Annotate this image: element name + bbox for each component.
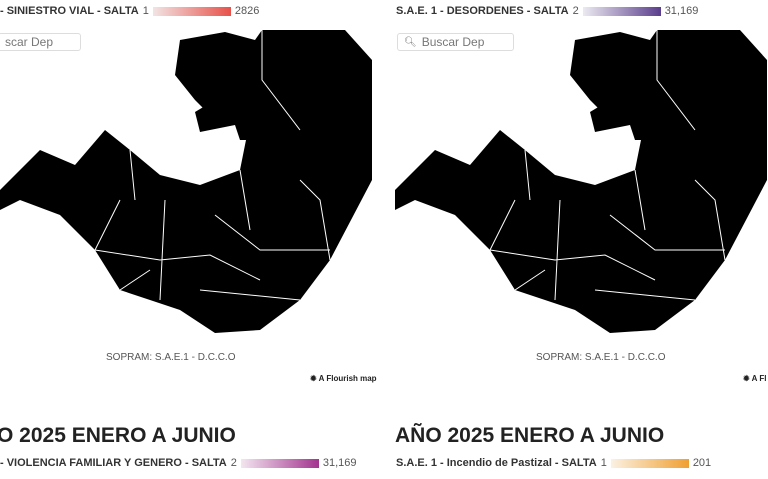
map-regions[interactable] — [395, 29, 768, 334]
flourish-logo-icon: ✹ — [310, 374, 317, 383]
legend-gradient — [582, 6, 661, 16]
search-placeholder: scar Dep — [5, 35, 54, 49]
flourish-credit[interactable]: ✹ A Flourish map — [310, 374, 377, 383]
legend-min: 2 — [572, 5, 579, 17]
map-regions[interactable] — [0, 29, 373, 334]
search-input[interactable]: scar Dep — [0, 33, 81, 51]
legend-title: - VIOLENCIA FAMILIAR Y GENERO - SALTA — [0, 457, 227, 469]
legend-max: 31,169 — [664, 5, 699, 17]
credit-text: A Fl — [751, 374, 767, 383]
legend: S.A.E. 1 - DESORDENES - SALTA 2 31,169 — [396, 5, 702, 17]
legend: - SINIESTRO VIAL - SALTA 1 2826 — [0, 5, 263, 17]
choropleth-map[interactable]: #map1 .base{fill:#ebebeb} #map1 .north{f… — [395, 0, 768, 345]
legend-title: - SINIESTRO VIAL - SALTA — [0, 5, 139, 17]
legend-gradient — [152, 6, 231, 16]
flourish-logo-icon: ✹ — [743, 374, 750, 383]
legend-min: 2 — [230, 457, 237, 469]
source-note: SOPRAM: S.A.E.1 - D.C.C.O — [536, 352, 666, 363]
legend-min: 1 — [142, 5, 149, 17]
legend-gradient — [610, 458, 689, 468]
search-icon: 🔍︎ — [404, 36, 417, 48]
section-title: O 2025 ENERO A JUNIO — [0, 424, 236, 447]
flourish-credit[interactable]: ✹ A Fl — [743, 374, 766, 383]
credit-text: A Flourish map — [318, 374, 377, 383]
legend-title: S.A.E. 1 - Incendio de Pastizal - SALTA — [396, 457, 597, 469]
legend: - VIOLENCIA FAMILIAR Y GENERO - SALTA 2 … — [0, 457, 361, 469]
search-placeholder: Buscar Dep — [421, 35, 485, 49]
legend-max: 201 — [692, 457, 712, 469]
search-input[interactable]: 🔍︎ Buscar Dep — [397, 33, 514, 51]
legend: S.A.E. 1 - Incendio de Pastizal - SALTA … — [396, 457, 715, 469]
source-note: SOPRAM: S.A.E.1 - D.C.C.O — [106, 352, 236, 363]
legend-max: 2826 — [234, 5, 260, 17]
legend-max: 31,169 — [322, 457, 357, 469]
choropleth-map[interactable]: #map0 .base{fill:#ebebeb} #map0 .north{f… — [0, 0, 384, 345]
legend-gradient — [240, 458, 319, 468]
legend-min: 1 — [600, 457, 607, 469]
legend-title: S.A.E. 1 - DESORDENES - SALTA — [396, 5, 569, 17]
section-title: AÑO 2025 ENERO A JUNIO — [395, 424, 665, 447]
